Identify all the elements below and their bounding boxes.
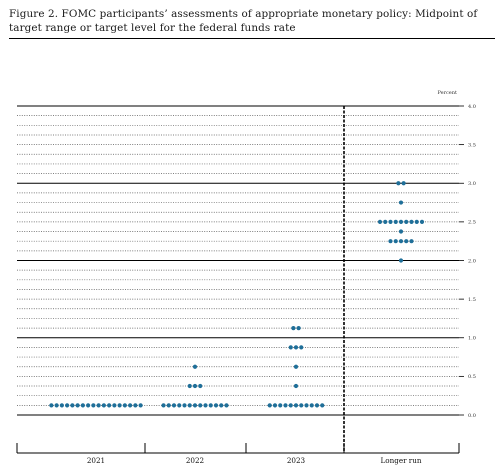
participant-dot [65, 403, 70, 408]
axes [16, 105, 464, 454]
participant-dot [398, 200, 404, 205]
y-tick-label: 0.0 [468, 413, 476, 419]
participant-dot [404, 239, 409, 244]
participant-dot [299, 345, 304, 350]
participant-dot [398, 219, 404, 224]
participant-dot [320, 403, 325, 408]
participant-dot [192, 364, 198, 369]
participant-dot [166, 403, 171, 408]
participant-dot [288, 345, 293, 350]
figure-title: Figure 2. FOMC participants’ assessments… [9, 8, 478, 34]
participant-dot [409, 239, 414, 244]
participant-dot [309, 403, 314, 408]
participant-dot [177, 403, 182, 408]
participant-dot [419, 219, 425, 224]
participant-dot [409, 219, 414, 224]
participant-dot [192, 403, 198, 408]
participant-dot [299, 403, 304, 408]
axis-labels: 0.0 0.5 1.0 1.5 2.0 2.5 3.0 3.5 4.0 Percent 2021 20… [87, 90, 476, 465]
participant-dot [182, 403, 187, 408]
participant-dot [388, 219, 393, 224]
dots [49, 181, 425, 408]
participant-dot [203, 403, 208, 408]
participant-dot [404, 219, 409, 224]
y-tick-label: 1.0 [468, 336, 476, 342]
participant-dot [86, 403, 91, 408]
y-tick-label: 2.0 [468, 258, 476, 264]
participant-dot [208, 403, 213, 408]
participant-dot [213, 403, 219, 408]
participant-dot [388, 239, 393, 244]
participant-dot [219, 403, 224, 408]
y-tick-label: 0.5 [468, 374, 476, 380]
participant-dot [293, 364, 299, 369]
participant-dot [304, 403, 309, 408]
participant-dot [187, 403, 192, 408]
y-axis-unit-label: Percent [438, 90, 457, 96]
participant-dot [291, 325, 296, 331]
participant-dot [393, 239, 398, 244]
category-label: 2022 [186, 456, 204, 465]
participant-dot [54, 403, 59, 408]
participant-dot [293, 345, 299, 350]
participant-dot [49, 403, 54, 408]
participant-dot [128, 403, 133, 408]
participant-dot [398, 239, 404, 244]
category-label: Longer run [381, 456, 422, 465]
participant-dot [192, 383, 198, 389]
participant-dot [398, 258, 404, 263]
participant-dot [377, 219, 383, 224]
participant-dot [117, 403, 122, 408]
participant-dot [278, 403, 283, 408]
participant-dot [293, 403, 299, 408]
y-tick-label: 4.0 [468, 104, 476, 110]
participant-dot [383, 219, 388, 224]
participant-dot [267, 403, 272, 408]
participant-dot [112, 403, 117, 408]
y-tick-label: 1.5 [468, 297, 476, 303]
participant-dot [293, 383, 299, 389]
participant-dot [75, 403, 80, 408]
category-label: 2021 [87, 456, 105, 465]
participant-dot [396, 181, 401, 186]
participant-dot [283, 403, 288, 408]
participant-dot [138, 403, 143, 408]
participant-dot [414, 219, 419, 224]
y-tick-label: 3.0 [468, 181, 476, 187]
participant-dot [59, 403, 64, 408]
y-tick-label: 2.5 [468, 220, 476, 226]
participant-dot [91, 403, 96, 408]
participant-dot [122, 403, 127, 408]
participant-dot [187, 383, 192, 389]
participant-dot [296, 325, 301, 331]
participant-dot [401, 181, 406, 186]
participant-dot [398, 229, 404, 234]
y-tick-label: 3.5 [468, 142, 476, 148]
participant-dot [70, 403, 75, 408]
participant-dot [107, 403, 112, 408]
title-rule [9, 38, 495, 39]
participant-dot [314, 403, 320, 408]
participant-dot [198, 383, 203, 389]
gridlines [17, 105, 459, 416]
participant-dot [96, 403, 101, 408]
participant-dot [133, 403, 138, 408]
participant-dot [198, 403, 203, 408]
participant-dot [171, 403, 177, 408]
participant-dot [101, 403, 106, 408]
participant-dot [393, 219, 398, 224]
participant-dot [288, 403, 293, 408]
participant-dot [272, 403, 278, 408]
participant-dot [161, 403, 166, 408]
participant-dot [224, 403, 229, 408]
participant-dot [80, 403, 85, 408]
category-label: 2023 [287, 456, 306, 465]
